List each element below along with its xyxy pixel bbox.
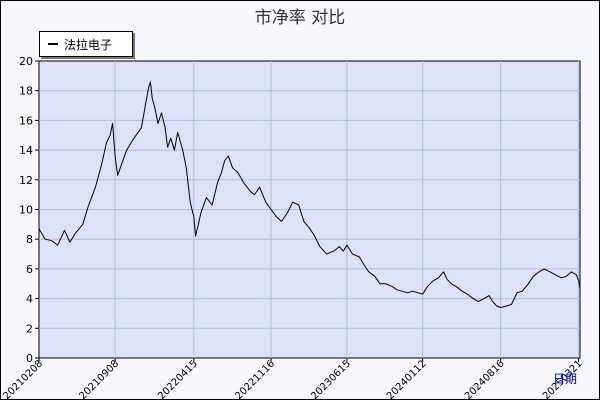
y-tick-label: 14 (19, 144, 33, 157)
x-tick-label: 20210908 (78, 358, 122, 400)
y-tick-label: 18 (19, 85, 33, 98)
x-tick-label: 20221116 (233, 358, 277, 400)
x-tick-label: 20240816 (463, 358, 507, 400)
y-tick-label: 20 (19, 55, 33, 68)
x-tick-label: 20210208 (1, 358, 45, 400)
x-axis-label: 日期 (552, 372, 577, 386)
y-tick-label: 10 (19, 204, 33, 217)
y-tick-label: 8 (26, 233, 33, 246)
legend: 法拉电子 (39, 31, 133, 57)
legend-swatch (48, 43, 58, 45)
y-tick-label: 2 (26, 322, 33, 335)
legend-label: 法拉电子 (64, 38, 113, 52)
series-line-faladianzi (38, 81, 581, 308)
x-tick-label: 20230615 (309, 358, 353, 400)
y-tick-label: 4 (26, 293, 33, 306)
x-tick-label: 20220415 (156, 358, 200, 400)
series-layer (38, 81, 581, 308)
y-tick-label: 0 (26, 352, 33, 365)
y-tick-label: 16 (19, 114, 33, 127)
y-tick-label: 12 (19, 174, 33, 187)
chart-title: 市净率 对比 (254, 8, 346, 28)
y-tick-label: 6 (26, 263, 33, 276)
x-tick-label: 20240112 (385, 358, 429, 400)
